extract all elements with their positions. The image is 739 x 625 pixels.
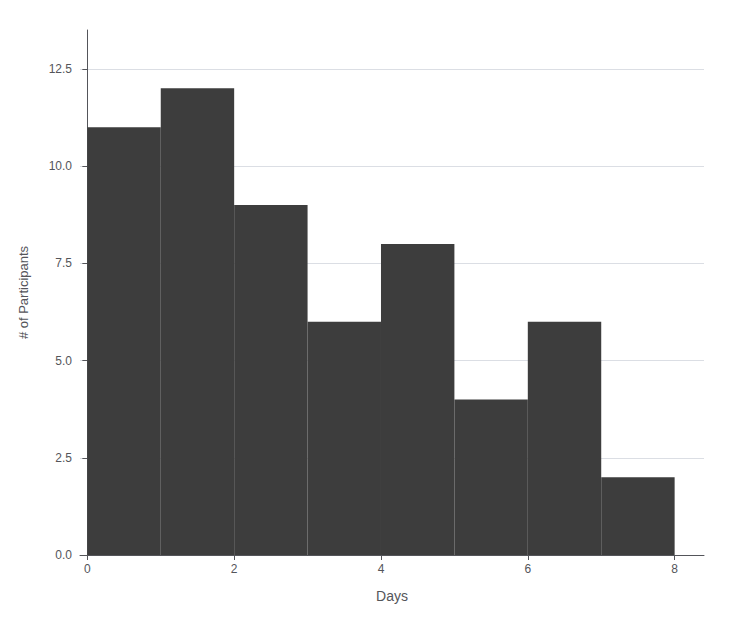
svg-text:12.5: 12.5 (49, 62, 73, 76)
svg-text:0: 0 (84, 562, 91, 576)
svg-text:5.0: 5.0 (55, 354, 72, 368)
svg-text:7.5: 7.5 (55, 256, 72, 270)
svg-text:2: 2 (231, 562, 238, 576)
svg-text:Days: Days (376, 588, 408, 604)
svg-text:6: 6 (524, 562, 531, 576)
svg-text:10.0: 10.0 (49, 159, 73, 173)
svg-text:2.5: 2.5 (55, 451, 72, 465)
svg-text:4: 4 (378, 562, 385, 576)
svg-text:# of Participants: # of Participants (16, 245, 31, 339)
svg-text:8: 8 (671, 562, 678, 576)
svg-text:0.0: 0.0 (55, 548, 72, 562)
